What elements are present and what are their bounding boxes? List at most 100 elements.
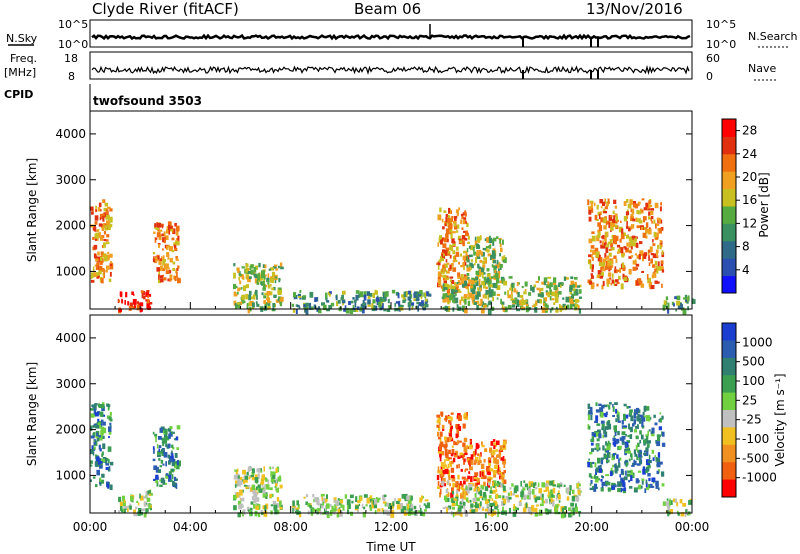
data-cell — [604, 448, 607, 453]
data-cell — [685, 509, 688, 513]
data-cell — [627, 203, 632, 209]
data-cell — [558, 282, 562, 286]
data-cell — [167, 278, 170, 282]
data-cell — [489, 466, 491, 472]
data-cell — [607, 487, 611, 492]
data-cell — [452, 255, 455, 260]
data-cell — [176, 277, 180, 280]
data-cell — [618, 226, 623, 233]
data-cell — [363, 506, 366, 510]
data-cell — [451, 231, 456, 234]
data-cell — [474, 449, 477, 455]
data-cell — [261, 512, 264, 515]
data-cell — [279, 484, 283, 489]
data-cell — [635, 263, 640, 267]
data-cell — [487, 294, 490, 300]
data-cell — [168, 474, 172, 478]
data-cell — [591, 208, 594, 213]
data-cell — [612, 406, 615, 412]
data-cell — [128, 306, 132, 311]
data-cell — [459, 253, 462, 257]
data-cell — [622, 489, 626, 494]
data-cell — [474, 263, 476, 266]
data-cell — [407, 296, 411, 301]
data-cell — [260, 482, 264, 485]
data-cell — [536, 504, 539, 507]
data-cell — [568, 298, 571, 303]
data-cell — [630, 255, 634, 258]
data-cell — [547, 276, 552, 279]
data-cell — [639, 449, 642, 453]
data-cell — [602, 280, 605, 287]
data-cell — [413, 505, 417, 510]
data-cell — [608, 215, 613, 221]
data-cell — [620, 468, 624, 475]
data-cell — [365, 504, 368, 507]
data-cell — [326, 300, 330, 303]
data-cell — [245, 486, 250, 489]
data-cell — [270, 504, 274, 507]
data-cell — [577, 305, 580, 311]
data-cell — [456, 481, 459, 484]
data-cell — [534, 482, 537, 486]
data-cell — [465, 250, 468, 257]
data-cell — [454, 216, 457, 219]
data-cell — [637, 409, 641, 414]
data-cell — [269, 493, 272, 498]
data-cell — [102, 404, 105, 409]
data-cell — [652, 272, 657, 278]
data-cell — [488, 460, 491, 466]
data-cell — [597, 270, 602, 275]
data-cell — [108, 426, 112, 432]
data-cell — [481, 301, 485, 308]
data-cell — [237, 267, 240, 273]
data-cell — [127, 505, 131, 509]
data-cell — [626, 406, 629, 409]
data-cell — [261, 270, 265, 276]
data-cell — [275, 487, 277, 490]
data-cell — [675, 308, 677, 312]
data-cell — [496, 260, 499, 265]
data-cell — [305, 501, 308, 506]
data-cell — [176, 238, 178, 241]
data-cell — [146, 290, 150, 293]
data-cell — [492, 296, 495, 302]
data-cell — [630, 208, 632, 213]
data-cell — [497, 285, 500, 288]
data-cell — [486, 249, 490, 253]
data-cell — [656, 232, 659, 238]
data-cell — [456, 440, 460, 445]
data-cell — [145, 508, 149, 513]
data-cell — [92, 266, 95, 272]
data-cell — [652, 253, 657, 259]
data-cell — [621, 228, 624, 234]
data-cell — [407, 499, 411, 504]
data-cell — [109, 263, 114, 270]
data-cell — [493, 442, 497, 447]
data-cell — [615, 418, 618, 423]
data-cell — [256, 468, 261, 473]
data-cell — [599, 275, 604, 279]
data-cell — [236, 302, 240, 305]
data-cell — [305, 308, 309, 315]
data-cell — [96, 272, 100, 276]
data-cell — [157, 450, 161, 455]
data-cell — [254, 474, 258, 480]
x-tick-label: 20:00 — [574, 520, 609, 534]
data-cell — [549, 285, 552, 290]
data-cell — [133, 509, 136, 515]
data-cell — [234, 484, 237, 488]
data-cell — [590, 480, 593, 484]
data-cell — [551, 494, 554, 498]
data-cell — [136, 301, 140, 305]
data-cell — [169, 475, 172, 480]
data-cell — [91, 211, 94, 215]
data-cell — [507, 492, 510, 496]
data-cell — [503, 479, 507, 485]
data-cell — [395, 301, 400, 304]
data-cell — [176, 228, 179, 232]
data-cell — [502, 456, 505, 462]
data-cell — [152, 431, 155, 435]
data-cell — [457, 431, 460, 438]
